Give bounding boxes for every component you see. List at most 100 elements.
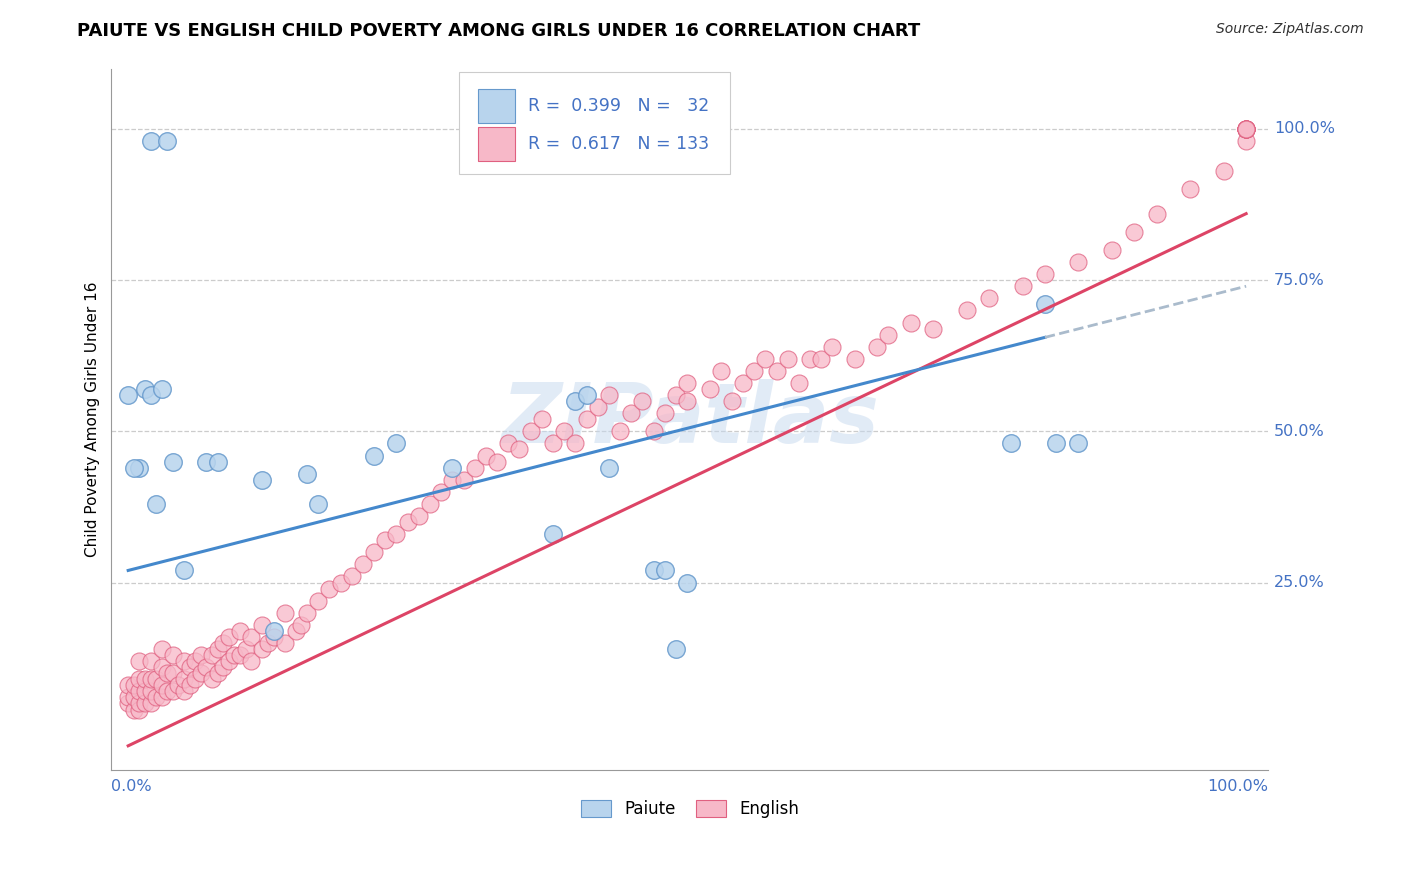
Point (128, 654, 150, 668)
Text: R =  0.399   N =   32: R = 0.399 N = 32 (529, 97, 709, 115)
Point (184, 673, 207, 687)
Point (575, 412, 598, 426)
Point (150, 382, 173, 396)
Point (844, 351, 866, 366)
Point (530, 412, 553, 426)
Point (295, 467, 318, 481)
Point (922, 321, 945, 335)
Point (586, 400, 609, 414)
Point (900, 316, 922, 330)
Text: 0.0%: 0.0% (111, 779, 152, 794)
Point (139, 134, 162, 148)
Point (1123, 225, 1146, 239)
Point (731, 376, 754, 390)
Point (486, 454, 509, 468)
Point (290, 618, 312, 632)
Point (201, 648, 224, 662)
Point (329, 575, 352, 590)
Point (252, 642, 274, 657)
Point (128, 460, 150, 475)
Point (710, 364, 733, 378)
Point (643, 425, 665, 439)
Point (754, 351, 776, 366)
Point (676, 394, 699, 409)
Point (1146, 207, 1168, 221)
Point (156, 684, 179, 698)
Point (128, 702, 150, 716)
Point (145, 690, 167, 705)
Point (263, 630, 285, 644)
Point (441, 460, 464, 475)
Point (1067, 255, 1090, 269)
Point (134, 697, 156, 711)
Point (575, 388, 598, 402)
Point (765, 364, 787, 378)
Point (307, 593, 329, 607)
Point (173, 673, 195, 687)
Point (1234, 122, 1257, 136)
Text: 100.0%: 100.0% (1274, 121, 1336, 136)
Text: 25.0%: 25.0% (1274, 575, 1324, 590)
Point (139, 684, 162, 698)
Point (385, 527, 408, 541)
Point (508, 442, 530, 457)
Point (631, 394, 654, 409)
Point (252, 473, 274, 487)
Point (564, 436, 586, 450)
Point (956, 303, 979, 318)
FancyBboxPatch shape (458, 72, 731, 174)
Point (134, 684, 156, 698)
Point (553, 425, 575, 439)
Point (117, 697, 139, 711)
Point (541, 436, 564, 450)
Point (340, 569, 363, 583)
Point (1033, 297, 1056, 311)
Point (139, 654, 162, 668)
Text: 75.0%: 75.0% (1274, 273, 1324, 288)
Point (1234, 134, 1257, 148)
Point (179, 660, 201, 674)
Point (162, 666, 184, 681)
Point (257, 636, 280, 650)
Point (173, 654, 195, 668)
Point (620, 406, 643, 420)
Point (307, 497, 329, 511)
Point (1180, 182, 1202, 196)
Point (173, 564, 195, 578)
FancyBboxPatch shape (478, 89, 515, 123)
Point (117, 690, 139, 705)
Point (564, 394, 586, 409)
Point (150, 678, 173, 692)
Point (162, 454, 184, 468)
Point (134, 382, 156, 396)
Point (128, 684, 150, 698)
Point (195, 454, 218, 468)
Point (139, 697, 162, 711)
Point (117, 678, 139, 692)
Point (363, 545, 385, 559)
Point (240, 654, 263, 668)
Point (699, 382, 721, 396)
Point (162, 648, 184, 662)
Point (122, 460, 145, 475)
Point (654, 564, 676, 578)
Point (173, 684, 195, 698)
Point (117, 388, 139, 402)
Point (419, 497, 441, 511)
Point (363, 449, 385, 463)
Point (207, 666, 229, 681)
Point (235, 642, 257, 657)
Point (207, 642, 229, 657)
Point (318, 582, 340, 596)
Point (430, 484, 453, 499)
Point (1000, 436, 1022, 450)
Point (145, 497, 167, 511)
Point (150, 642, 173, 657)
Point (665, 642, 688, 657)
Text: PAIUTE VS ENGLISH CHILD POVERTY AMONG GIRLS UNDER 16 CORRELATION CHART: PAIUTE VS ENGLISH CHILD POVERTY AMONG GI… (77, 22, 921, 40)
Point (201, 673, 224, 687)
Point (212, 636, 235, 650)
Point (273, 606, 295, 620)
Point (167, 678, 190, 692)
Point (821, 340, 844, 354)
